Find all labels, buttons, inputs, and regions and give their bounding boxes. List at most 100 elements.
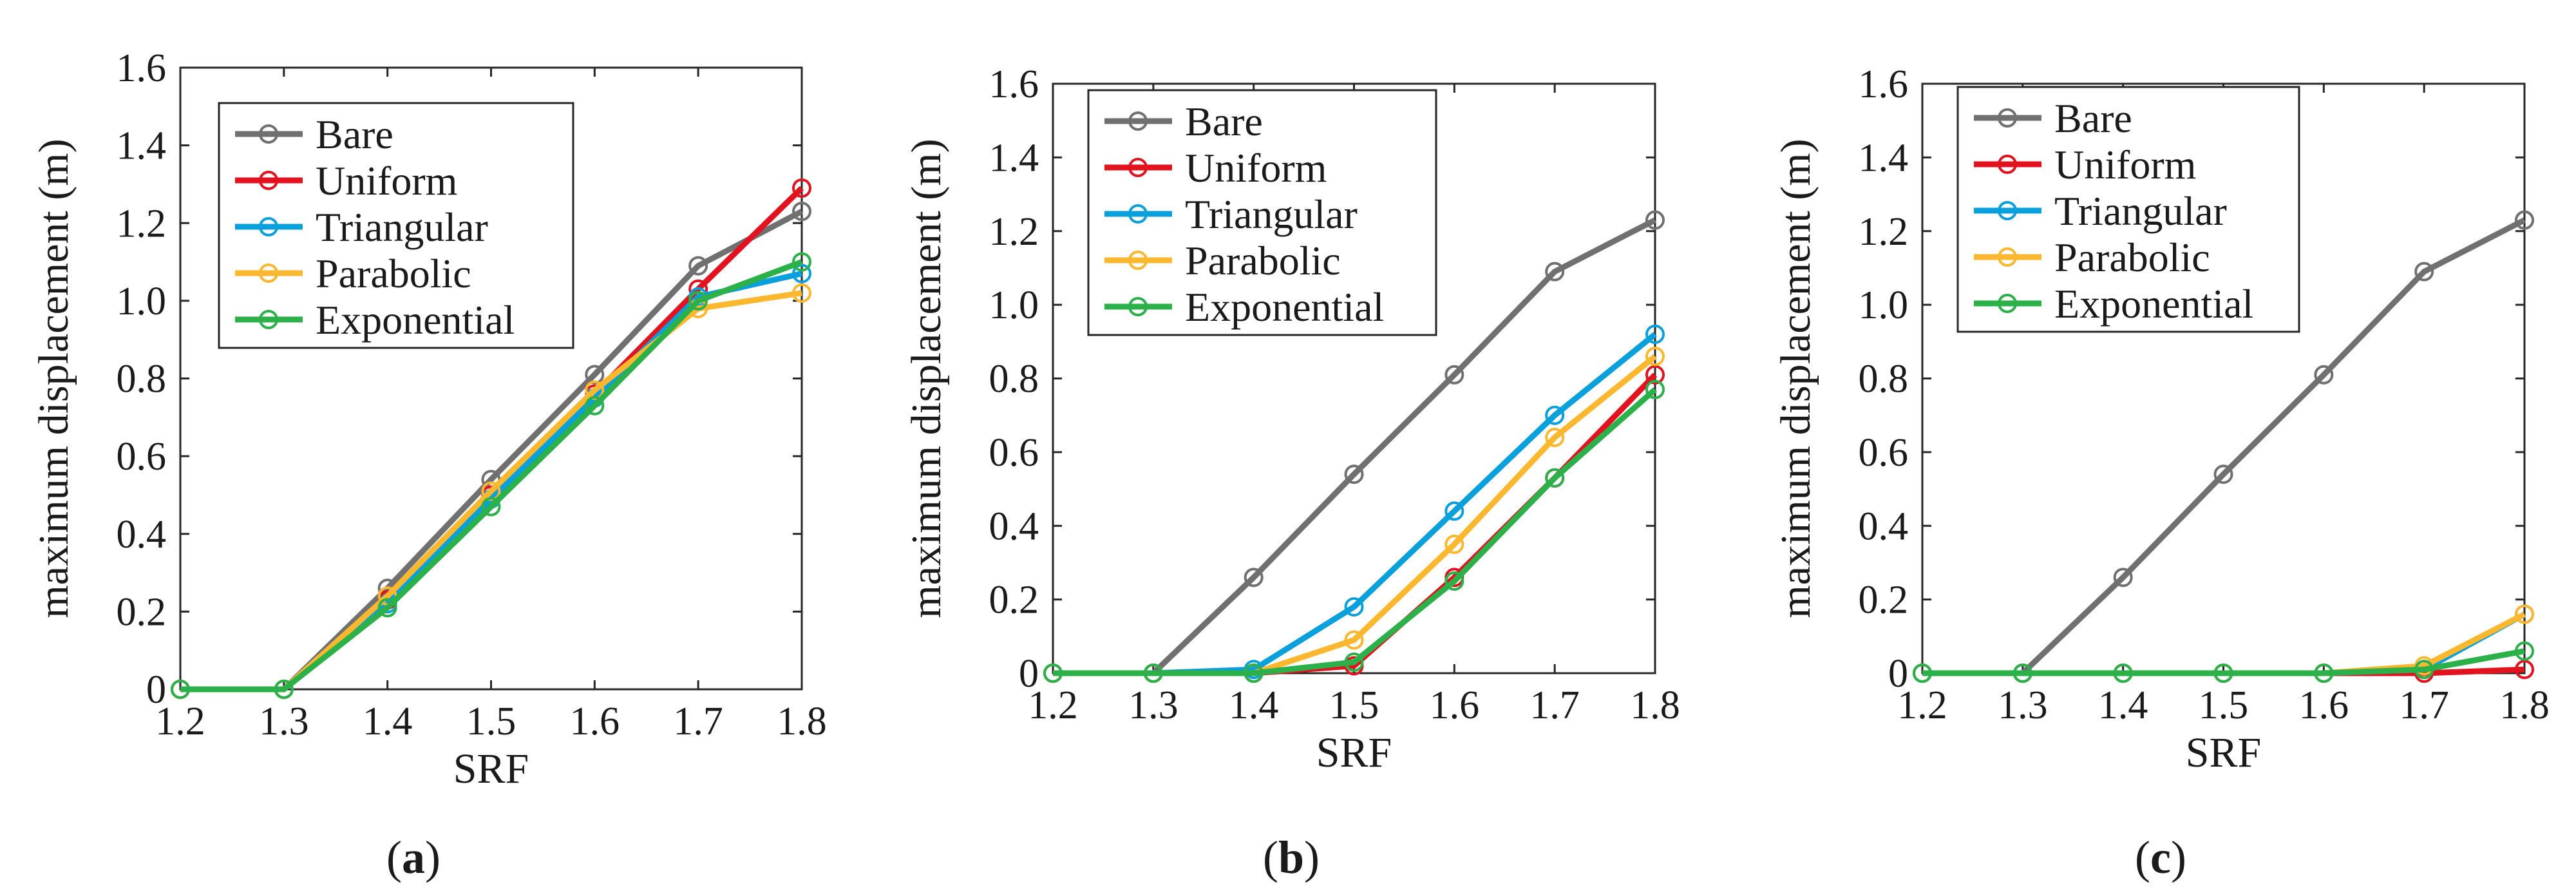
y-tick-label: 1.6 [117,46,167,90]
data-point [688,256,708,276]
data-point [2213,664,2233,683]
x-axis-label: SRF [453,745,529,792]
legend-label: Triangular [2054,188,2227,234]
data-point [792,252,811,272]
legend-swatch-marker [1998,247,2017,267]
data-point [2414,660,2434,680]
series-triangular [1043,324,1665,683]
data-point [1344,597,1364,617]
data-point [1444,571,1464,591]
legend-swatch-marker [259,263,278,283]
data-point [1645,379,1665,399]
y-tick-label: 0 [1888,652,1908,696]
y-tick-label: 1.4 [989,136,1039,180]
data-point [171,680,190,699]
legend-swatch-marker [1128,251,1148,270]
series-exponential [1043,379,1665,683]
x-tick-label: 1.4 [2098,683,2148,727]
y-tick-label: 1.2 [117,202,167,245]
y-tick-label: 0 [146,668,166,712]
legend-swatch-marker [1998,155,2017,174]
legend-label: Exponential [2054,281,2253,327]
data-point [1244,568,1264,588]
data-point [1344,464,1364,484]
data-point [1645,347,1665,367]
data-point [1645,324,1665,344]
y-tick-label: 1.0 [989,283,1039,327]
y-tick-label: 0.2 [1859,578,1909,622]
data-point [1444,365,1464,385]
legend-swatch-marker [259,124,278,144]
y-tick-label: 0.6 [117,435,167,479]
series-uniform [1043,365,1665,683]
data-point [1913,664,1932,683]
panel-c: (c) 1.2 1.3 1.4 1.5 1.6 1.7 1.8 0 0.2 0.4 0.6 0.8 1.… [1772,62,2550,883]
x-tick-label: 1.3 [1128,683,1179,727]
panel-c-caption: (c) [2135,832,2186,883]
x-tick-label: 1.7 [673,700,723,743]
x-axis-label: SRF [2186,729,2261,776]
data-point [2012,664,2032,683]
y-tick-label: 0.2 [989,578,1039,622]
series-line-exponential [180,259,803,693]
data-point [1545,428,1565,447]
data-point [2515,641,2534,661]
legend-label: Bare [2054,95,2132,141]
legend-swatch-marker [1998,108,2017,128]
y-tick-label: 0.8 [989,358,1039,401]
data-point [2113,664,2133,683]
legend-swatch-marker [1998,294,2017,313]
y-tick-label: 1.2 [989,210,1039,254]
y-tick-label: 0 [1019,652,1039,696]
series-exponential [171,252,811,699]
y-axis-label: maximum displacement (m) [1772,139,1819,618]
panel-b: (b) 1.2 1.3 1.4 1.5 1.6 1.7 1.8 0 0.2 0.4 0.6 0.8 1.… [903,62,1680,883]
x-tick-label: 1.5 [2199,683,2249,727]
x-tick-label: 1.8 [1630,683,1680,727]
x-tick-label: 1.7 [1530,683,1580,727]
y-tick-label: 0.2 [117,590,167,634]
y-tick-label: 0.4 [117,513,167,557]
legend-swatch-marker [1128,158,1148,177]
data-point [1344,630,1364,650]
data-point [1444,534,1464,554]
x-tick-label: 1.3 [1998,683,2048,727]
data-point [2113,568,2133,588]
x-tick-label: 1.2 [1897,683,1947,727]
data-point [2515,660,2534,680]
series-line-uniform [1053,372,1658,676]
legend-label: Uniform [2054,142,2196,187]
x-tick-label: 1.4 [363,700,413,743]
data-point [1545,262,1565,282]
y-tick-label: 1.0 [1859,283,1909,327]
panel-a: (a) 1.2 1.3 1.4 1.5 1.6 1.7 1.8 0 0.2 0.4 0.6 0.8 1.… [30,46,827,883]
series-parabolic [1043,347,1665,683]
legend: BareUniformTriangularParabolicExponentia… [1956,86,2300,333]
legend-label: Triangular [1185,191,1358,237]
data-point [1043,664,1063,683]
x-tick-label: 1.7 [2399,683,2449,727]
data-point [2515,604,2534,624]
y-tick-label: 1.4 [1859,136,1909,180]
data-point [1545,405,1565,425]
y-tick-label: 0.4 [1859,504,1909,548]
legend-label: Exponential [316,297,515,343]
data-point [2314,365,2334,385]
data-point [792,263,811,283]
legend-swatch-marker [1128,111,1148,131]
y-tick-label: 1.0 [117,280,167,323]
legend-label: Exponential [1185,284,1384,330]
series-exponential [1913,641,2534,683]
data-point [792,178,811,198]
data-point [792,283,811,303]
x-tick-label: 1.8 [777,700,827,743]
x-tick-label: 1.8 [2499,683,2550,727]
legend: BareUniformTriangularParabolicExponentia… [218,102,574,349]
y-tick-label: 0.4 [989,504,1039,548]
x-tick-label: 1.2 [1028,683,1078,727]
data-point [585,396,605,416]
data-point [2213,464,2233,484]
series-line-parabolic [180,290,802,693]
data-point [377,598,397,618]
